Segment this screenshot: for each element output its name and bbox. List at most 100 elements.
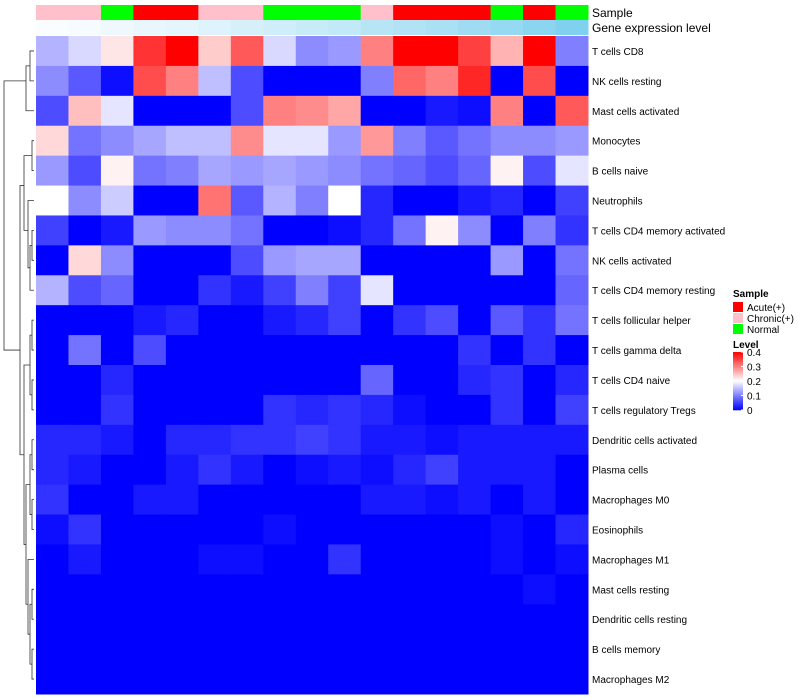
level-legend-bar-segment [733,365,743,367]
level-legend-bar-segment [733,362,743,364]
heatmap-cell [393,574,427,605]
dendrogram-branch [31,588,34,620]
heatmap-cell [295,185,329,216]
heatmap-cell [490,544,524,575]
heatmap-cell [36,664,69,695]
row-label: T cells CD4 memory activated [592,226,725,237]
heatmap-cell [425,574,459,605]
heatmap-cell [100,514,134,545]
level-legend-bar-segment [733,366,743,369]
heatmap-cell [198,185,232,216]
heatmap-cell [393,305,427,336]
row-label: Neutrophils [592,197,643,208]
heatmap-cell [198,634,232,665]
expression-annotation-cell [165,20,199,35]
heatmap-cell [328,514,362,545]
level-legend-bar-segment [733,408,743,411]
expression-annotation-cell [230,20,264,35]
heatmap-cell [36,65,69,97]
heatmap-cell [328,484,362,516]
heatmap-cell [490,95,524,127]
heatmap-cell [490,484,524,516]
heatmap-cell [100,125,134,157]
heatmap-cell [393,365,427,396]
heatmap-cell [295,305,329,336]
heatmap-cell [295,634,329,665]
heatmap-cell [458,155,492,187]
heatmap-cell [133,664,167,695]
row-label: Macrophages M1 [592,555,670,566]
sample-annotation-cell [230,5,264,20]
expression-annotation-cell [36,20,69,35]
row-labels: T cells CD8 NK cells resting Mast cells ac… [592,47,725,686]
sample-annotation-cell [458,5,492,20]
heatmap-cell [393,65,427,97]
heatmap-cell [360,604,394,635]
sample-annotation-cell [165,5,199,20]
heatmap-cell [198,335,232,366]
heatmap-cell [230,215,264,246]
row-label: T cells CD8 [592,47,644,58]
level-legend-bar-segment [733,379,743,382]
heatmap-cell [393,335,427,366]
sample-legend-title: Sample [733,289,769,300]
heatmap-cell [68,664,102,695]
heatmap-cell [100,454,134,486]
heatmap-cell [263,335,297,366]
heatmap-cell [490,125,524,157]
heatmap-cell [555,185,589,216]
heatmap-cell [360,185,394,216]
heatmap-cell [198,664,232,695]
heatmap-cell [165,604,199,635]
heatmap-cell [393,245,427,276]
sample-annotation-cell [198,5,232,20]
sample-annotation-cell [263,5,297,20]
heatmap-cell [523,335,557,366]
heatmap-cell [490,335,524,366]
heatmap-cell [360,394,394,426]
sample-legend-swatch [733,302,743,312]
heatmap-cell [36,574,69,605]
heatmap-cell [393,424,427,456]
row-label: T cells regulatory Tregs [592,406,696,417]
level-legend-bar-segment [733,396,743,399]
dendrogram-branch [31,379,34,411]
sample-legend-swatch [733,324,743,334]
level-legend-bar-segment [733,389,743,392]
heatmap-cell [68,574,102,605]
heatmap-cell [230,65,264,97]
heatmap-cell [425,155,459,187]
dendrogram-branch [23,155,32,231]
heatmap-cell [198,514,232,545]
dendrogram-branch [23,364,30,545]
sample-legend-label: Normal [747,325,779,336]
heatmap-cell [523,634,557,665]
heatmap-cell [68,185,102,216]
heatmap-cell [36,95,69,127]
level-legend-bar-segment [733,369,743,372]
annotation-track-label: Sample [592,6,633,20]
level-legend-tick-label: 0.3 [747,363,761,374]
heatmap-cell [555,65,589,97]
heatmap-cell [263,544,297,575]
heatmap-cell [198,36,232,67]
heatmap-cell [360,484,394,516]
heatmap-cell [360,365,394,396]
row-label: Dendritic cells activated [592,436,697,447]
heatmap-cell [328,36,362,67]
heatmap-cell [263,604,297,635]
sample-legend-swatch [733,313,743,323]
heatmap-cell [263,664,297,695]
heatmap-cell [555,155,589,187]
heatmap-cell [393,95,427,127]
heatmap-cell [133,454,167,486]
level-legend-tick-label: 0.2 [747,377,761,388]
heatmap-cell [523,305,557,336]
heatmap-cell [165,275,199,306]
heatmap-cell [198,215,232,246]
heatmap-cell [263,36,297,67]
expression-annotation-cell [68,20,102,35]
heatmap-cell [490,394,524,426]
heatmap-cell [425,245,459,276]
heatmap-cell [490,245,524,276]
